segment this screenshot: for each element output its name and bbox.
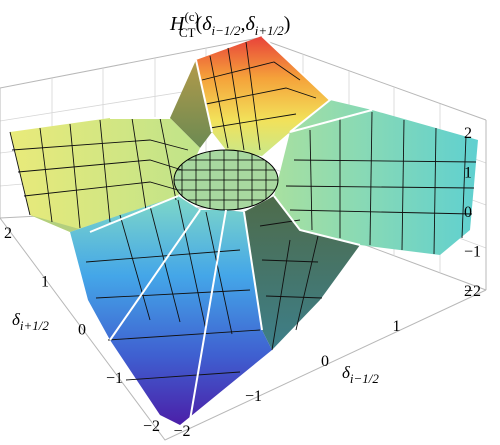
surface-right-lobe xyxy=(274,100,478,255)
svg-text:δi+1/2: δi+1/2 xyxy=(12,310,49,333)
surface-front-lobe xyxy=(70,196,360,425)
bounding-box-front xyxy=(0,88,487,441)
y-tick: 1 xyxy=(41,273,49,290)
x-tick: −2 xyxy=(173,423,190,440)
svg-text:H(c)CT(δi−1/2,δi+1/2): H(c) CT(δi−1/2,δi+1/2) xyxy=(169,9,290,40)
z-tick: −2 xyxy=(464,283,481,300)
chart-title: H(c) CT(δi−1/2,δi+1/2) xyxy=(169,9,290,40)
x-axis-label: δi−1/2 xyxy=(342,363,379,386)
z-tick: 0 xyxy=(464,204,472,221)
y-axis-label: δi+1/2 xyxy=(12,310,49,333)
svg-text:δi−1/2: δi−1/2 xyxy=(342,363,379,386)
z-tick: 1 xyxy=(464,165,472,182)
x-tick: 0 xyxy=(321,353,329,370)
x-tick: 2 xyxy=(464,283,472,300)
surface-mesh xyxy=(9,41,477,381)
y-tick: −2 xyxy=(143,418,160,435)
ridge-lines xyxy=(89,35,373,421)
x-tick: −1 xyxy=(245,388,262,405)
z-tick: −1 xyxy=(464,244,481,261)
x-tick: 1 xyxy=(393,318,401,335)
y-tick: 0 xyxy=(78,322,86,339)
y-tick: −1 xyxy=(106,370,123,387)
z-tick: 2 xyxy=(464,125,472,142)
y-tick: 2 xyxy=(4,225,12,242)
